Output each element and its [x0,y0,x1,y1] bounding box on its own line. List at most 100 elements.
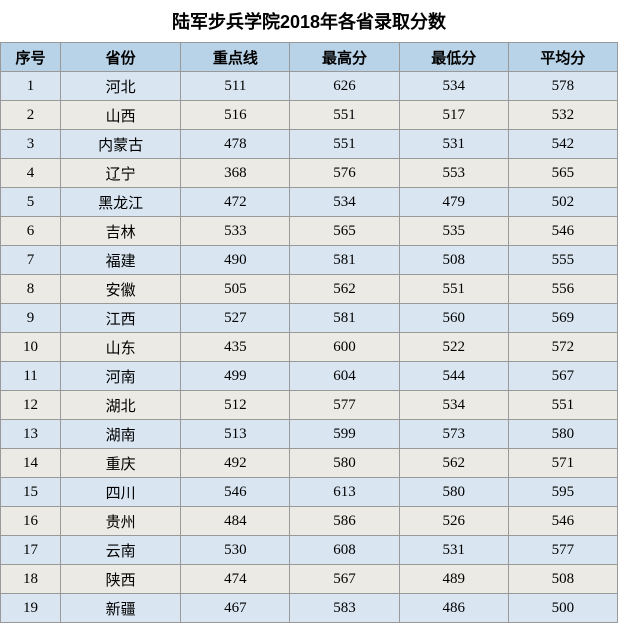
table-row: 14重庆492580562571 [1,449,618,478]
cell-value: 542 [508,130,617,159]
cell-value: 499 [181,362,290,391]
table-row: 11河南499604544567 [1,362,618,391]
cell-province: 新疆 [61,594,181,623]
cell-index: 2 [1,101,61,130]
cell-value: 534 [399,72,508,101]
column-header: 序号 [1,43,61,72]
cell-index: 4 [1,159,61,188]
cell-province: 湖南 [61,420,181,449]
cell-province: 山西 [61,101,181,130]
table-row: 4辽宁368576553565 [1,159,618,188]
cell-province: 山东 [61,333,181,362]
cell-index: 1 [1,72,61,101]
cell-province: 黑龙江 [61,188,181,217]
cell-value: 608 [290,536,399,565]
cell-province: 辽宁 [61,159,181,188]
cell-value: 512 [181,391,290,420]
table-title: 陆军步兵学院2018年各省录取分数 [0,0,618,42]
cell-province: 河南 [61,362,181,391]
cell-value: 565 [508,159,617,188]
cell-value: 511 [181,72,290,101]
cell-value: 467 [181,594,290,623]
cell-value: 573 [399,420,508,449]
cell-value: 534 [399,391,508,420]
scores-table: 序号省份重点线最高分最低分平均分 1河北5116265345782山西51655… [0,42,618,623]
cell-value: 551 [290,130,399,159]
table-row: 16贵州484586526546 [1,507,618,536]
cell-value: 553 [399,159,508,188]
cell-value: 555 [508,246,617,275]
cell-value: 580 [508,420,617,449]
cell-value: 581 [290,246,399,275]
cell-value: 531 [399,130,508,159]
table-row: 2山西516551517532 [1,101,618,130]
cell-index: 18 [1,565,61,594]
cell-value: 562 [399,449,508,478]
cell-index: 7 [1,246,61,275]
cell-value: 578 [508,72,617,101]
cell-value: 527 [181,304,290,333]
cell-value: 544 [399,362,508,391]
cell-value: 595 [508,478,617,507]
table-row: 8安徽505562551556 [1,275,618,304]
cell-province: 河北 [61,72,181,101]
cell-index: 12 [1,391,61,420]
cell-value: 576 [290,159,399,188]
cell-value: 535 [399,217,508,246]
cell-value: 474 [181,565,290,594]
cell-province: 江西 [61,304,181,333]
cell-province: 重庆 [61,449,181,478]
cell-province: 吉林 [61,217,181,246]
cell-value: 551 [399,275,508,304]
cell-value: 586 [290,507,399,536]
cell-province: 安徽 [61,275,181,304]
cell-value: 508 [399,246,508,275]
cell-value: 572 [508,333,617,362]
cell-value: 567 [290,565,399,594]
table-row: 10山东435600522572 [1,333,618,362]
cell-value: 604 [290,362,399,391]
cell-value: 500 [508,594,617,623]
cell-index: 6 [1,217,61,246]
cell-index: 3 [1,130,61,159]
cell-value: 583 [290,594,399,623]
table-row: 5黑龙江472534479502 [1,188,618,217]
cell-value: 508 [508,565,617,594]
column-header: 重点线 [181,43,290,72]
table-row: 9江西527581560569 [1,304,618,333]
cell-value: 368 [181,159,290,188]
cell-value: 532 [508,101,617,130]
cell-value: 531 [399,536,508,565]
cell-index: 14 [1,449,61,478]
cell-index: 19 [1,594,61,623]
cell-province: 湖北 [61,391,181,420]
cell-value: 600 [290,333,399,362]
cell-index: 15 [1,478,61,507]
cell-value: 565 [290,217,399,246]
cell-province: 云南 [61,536,181,565]
table-row: 17云南530608531577 [1,536,618,565]
column-header: 最高分 [290,43,399,72]
cell-value: 492 [181,449,290,478]
table-body: 1河北5116265345782山西5165515175323内蒙古478551… [1,72,618,623]
cell-value: 577 [290,391,399,420]
cell-value: 486 [399,594,508,623]
cell-index: 16 [1,507,61,536]
cell-province: 福建 [61,246,181,275]
cell-value: 546 [181,478,290,507]
cell-value: 562 [290,275,399,304]
cell-index: 17 [1,536,61,565]
cell-value: 522 [399,333,508,362]
cell-value: 478 [181,130,290,159]
cell-value: 569 [508,304,617,333]
cell-value: 613 [290,478,399,507]
table-row: 1河北511626534578 [1,72,618,101]
cell-value: 472 [181,188,290,217]
cell-value: 577 [508,536,617,565]
cell-value: 551 [508,391,617,420]
cell-value: 513 [181,420,290,449]
cell-province: 陕西 [61,565,181,594]
cell-index: 11 [1,362,61,391]
table-row: 18陕西474567489508 [1,565,618,594]
cell-value: 530 [181,536,290,565]
